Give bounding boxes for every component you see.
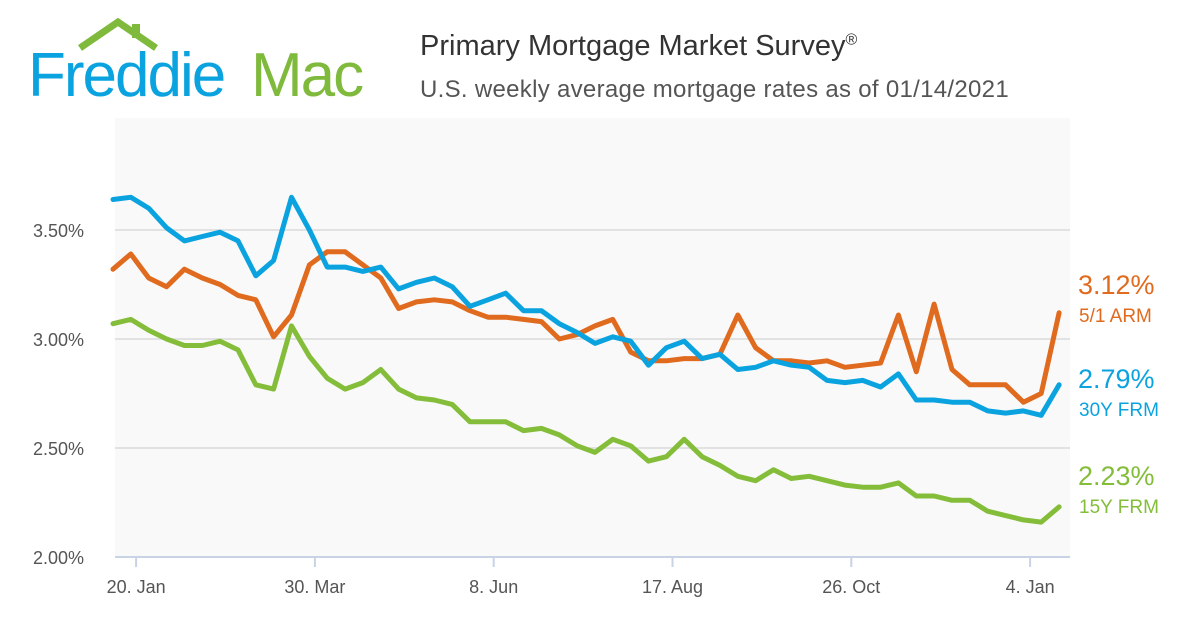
- series-line-30y-frm: [110, 194, 1062, 418]
- end-value-label: 2.23%: [1078, 461, 1155, 491]
- series-line-15y-frm: [110, 316, 1062, 525]
- registered-mark: ®: [845, 31, 858, 49]
- logo-text-freddie: Freddie: [28, 41, 224, 108]
- end-value-label: 2.79%: [1078, 364, 1155, 394]
- y-tick-label: 2.50%: [33, 439, 84, 459]
- x-tick-label: 8. Jun: [469, 577, 518, 597]
- x-tick-label: 20. Jan: [107, 577, 166, 597]
- logo-text-mac: Mac: [251, 41, 363, 108]
- x-tick-label: 26. Oct: [822, 577, 880, 597]
- end-value-label: 3.12%: [1078, 270, 1155, 300]
- series-name-label: 5/1 ARM: [1079, 306, 1152, 327]
- logo-roof-icon: [78, 18, 158, 51]
- x-tick-label: 30. Mar: [284, 577, 345, 597]
- chart-title: Primary Mortgage Market Survey®: [420, 30, 857, 63]
- y-tick-label: 3.50%: [33, 221, 84, 241]
- y-tick-label: 3.00%: [33, 330, 84, 350]
- chart-subtitle: U.S. weekly average mortgage rates as of…: [420, 76, 1009, 103]
- x-tick-label: 4. Jan: [1006, 577, 1055, 597]
- series-name-label: 15Y FRM: [1079, 497, 1159, 518]
- y-tick-label: 2.00%: [33, 548, 84, 568]
- logo-chimney: [132, 24, 140, 38]
- freddie-mac-logo: Freddie Mac: [28, 18, 365, 108]
- chart-title-text: Primary Mortgage Market Survey: [420, 30, 846, 62]
- x-tick-label: 17. Aug: [642, 577, 703, 597]
- series-name-label: 30Y FRM: [1079, 400, 1159, 421]
- series-line-5-1-arm: [110, 249, 1062, 405]
